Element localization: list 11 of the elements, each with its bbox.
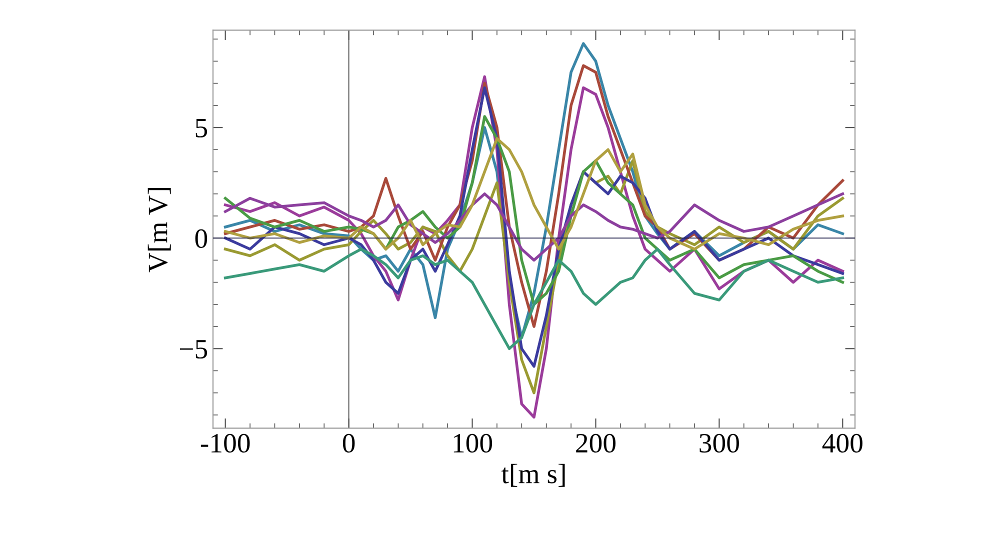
x-tick-label: 100 [454,434,492,453]
y-tick-label: −5 [180,340,208,359]
x-tick-label: 200 [576,434,616,453]
y-axis-title: V[m V] [148,188,171,272]
x-tick-label: 300 [700,434,739,453]
x-tick-label: 0 [342,434,355,453]
x-tick-label: 400 [822,434,862,453]
y-tick-label: 5 [196,118,208,138]
x-axis-title: t[m s] [501,464,565,487]
x-tick-label: -100 [200,434,250,453]
y-tick-label: 0 [195,229,208,248]
